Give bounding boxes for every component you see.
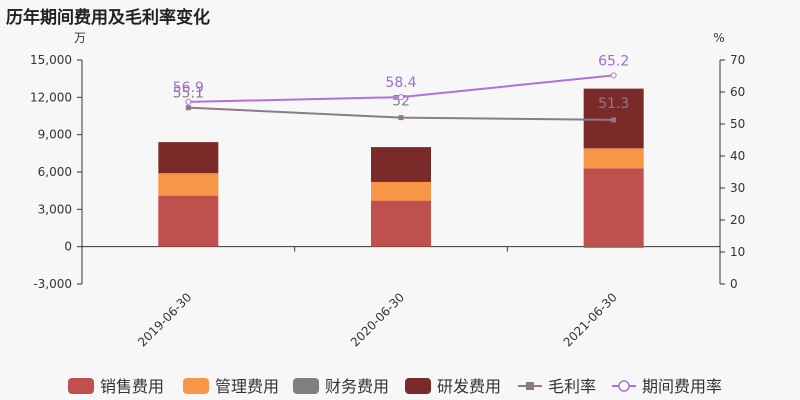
x-tick-label: 2019-06-30 xyxy=(135,290,194,349)
bar-4-segment xyxy=(371,147,431,182)
left-tick-label: 9,000 xyxy=(38,128,72,142)
bars xyxy=(158,88,644,248)
legend-label: 管理费用 xyxy=(215,377,279,396)
right-tick-label: 70 xyxy=(730,53,745,67)
bar-4-segment xyxy=(158,142,219,174)
left-tick-label: 12,000 xyxy=(30,90,72,104)
bar-1-segment xyxy=(371,200,431,247)
x-tick-label: 2021-06-30 xyxy=(561,290,620,349)
line-2-point xyxy=(610,72,617,79)
legend: 销售费用 管理费用 财务费用 研发费用 毛利率 期间费用率 xyxy=(68,377,722,396)
line-1-data-label: 55.1 xyxy=(173,86,204,102)
legend-marker xyxy=(618,380,630,392)
left-tick-label: 3,000 xyxy=(38,202,72,216)
lines: 55.1 52 51.356.9 58.465.2 xyxy=(173,53,629,123)
legend-label: 研发费用 xyxy=(437,377,501,396)
left-tick-label: 0 xyxy=(64,240,72,254)
right-tick-label: 60 xyxy=(730,85,745,99)
chart-title: 历年期间费用及毛利率变化 xyxy=(6,8,210,28)
legend-swatch xyxy=(183,378,209,394)
line-2-data-label: 56.9 xyxy=(173,80,204,96)
line-2-point xyxy=(185,98,192,105)
bar-3-segment xyxy=(583,246,644,248)
legend-marker xyxy=(526,382,534,390)
bar-2-segment xyxy=(158,173,219,196)
left-tick-label: -3,000 xyxy=(33,277,72,291)
right-tick-label: 50 xyxy=(730,117,745,131)
right-tick-label: 30 xyxy=(730,181,745,195)
legend-label: 财务费用 xyxy=(325,377,389,396)
line-2-data-label: 58.4 xyxy=(385,75,416,91)
right-axis-unit: % xyxy=(713,31,724,45)
bar-2-segment xyxy=(371,181,431,201)
left-tick-label: 6,000 xyxy=(38,165,72,179)
line-2-data-label: 65.2 xyxy=(598,53,629,69)
right-tick-label: 0 xyxy=(730,277,738,291)
right-tick-label: 40 xyxy=(730,149,745,163)
line-1-point xyxy=(398,115,404,121)
line-1-point xyxy=(185,105,191,111)
x-tick-label: 2020-06-30 xyxy=(348,290,407,349)
right-tick-label: 20 xyxy=(730,213,745,227)
legend-label: 销售费用 xyxy=(100,377,164,396)
left-axis-unit: 万 xyxy=(74,31,86,45)
line-2-point xyxy=(398,94,404,101)
legend-swatch xyxy=(293,378,319,394)
line-1-data-label: 51.3 xyxy=(598,96,629,112)
legend-label: 毛利率 xyxy=(548,377,596,396)
line-1-point xyxy=(611,117,617,123)
bar-2-segment xyxy=(583,148,644,169)
right-tick-label: 10 xyxy=(730,245,745,259)
bar-1-segment xyxy=(583,168,644,247)
bar-1-segment xyxy=(158,195,219,247)
legend-swatch xyxy=(68,378,94,394)
legend-swatch xyxy=(405,378,431,394)
left-tick-label: 15,000 xyxy=(30,53,72,67)
legend-label: 期间费用率 xyxy=(642,377,722,396)
